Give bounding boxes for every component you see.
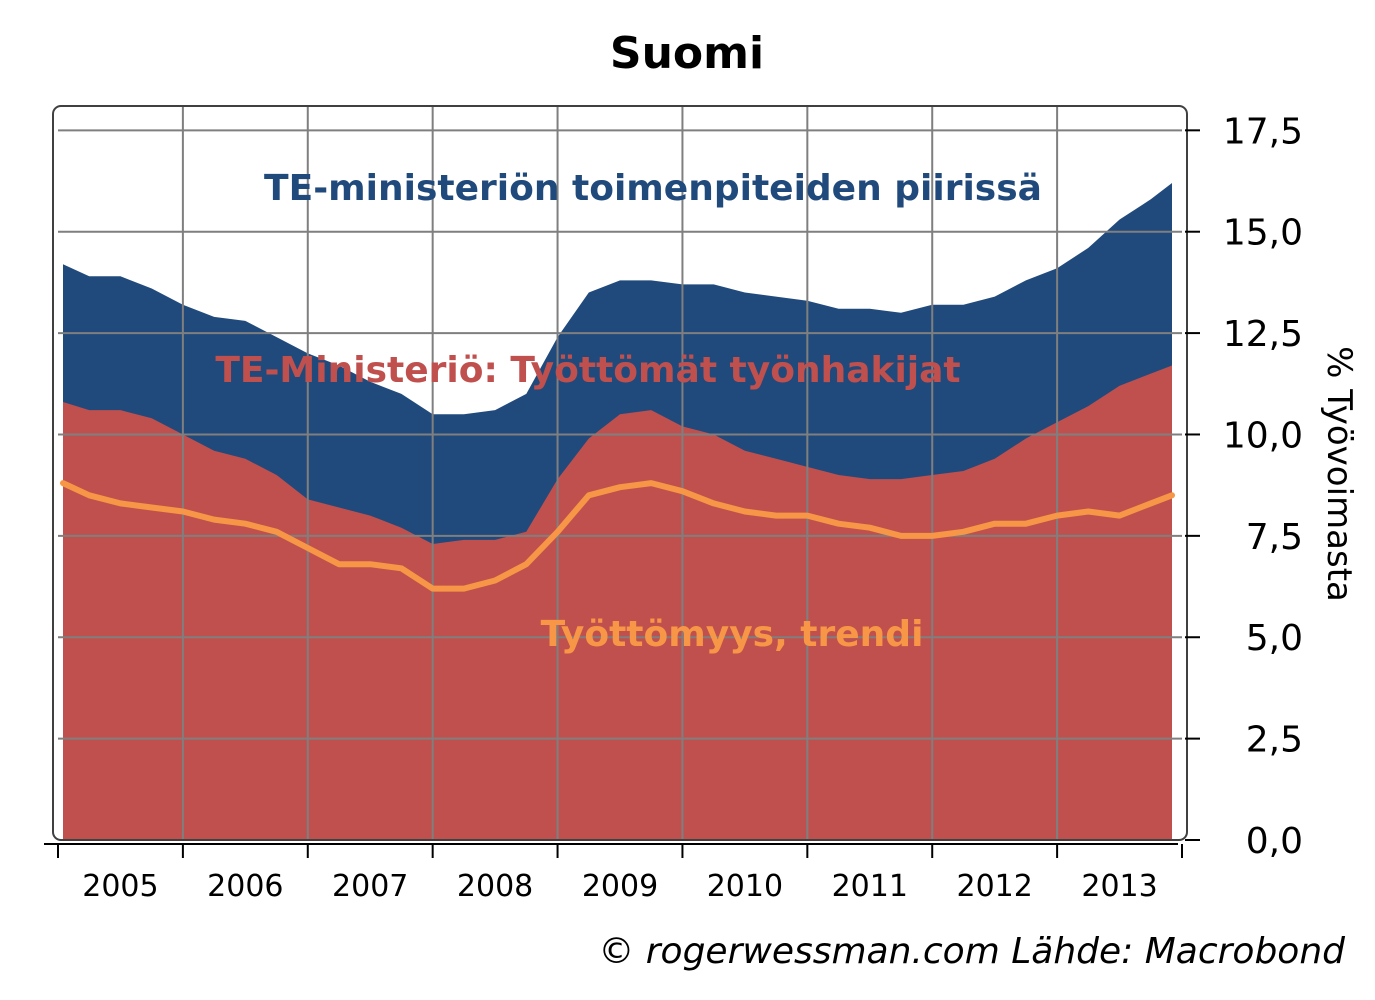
series-label-te-unemployed: TE-Ministeriö: Työttömät työnhakijat bbox=[215, 350, 960, 391]
y-tick-label: 12,5 bbox=[1223, 314, 1303, 355]
trend-line-layer bbox=[60, 480, 1175, 592]
area-te-unemployed bbox=[63, 365, 1172, 840]
y-tick-label: 5,0 bbox=[1246, 618, 1303, 659]
y-tick-label: 10,0 bbox=[1223, 415, 1303, 456]
chart-title: Suomi bbox=[610, 28, 764, 79]
plot-border bbox=[52, 105, 1188, 841]
series-label-trend: Työttömyys, trendi bbox=[541, 614, 924, 655]
series-areas bbox=[63, 183, 1172, 840]
x-tick-label: 2012 bbox=[956, 869, 1032, 904]
y-tick-label: 7,5 bbox=[1246, 517, 1303, 558]
x-tick-label: 2007 bbox=[332, 869, 408, 904]
grid-lines bbox=[58, 106, 1182, 840]
x-tick-label: 2009 bbox=[582, 869, 658, 904]
y-axis-label: % Työvoimasta bbox=[1319, 346, 1359, 602]
source-note: © rogerwessman.com Lähde: Macrobond bbox=[598, 931, 1346, 972]
x-tick-label: 2013 bbox=[1081, 869, 1157, 904]
x-tick-label: 2011 bbox=[832, 869, 908, 904]
trend-line bbox=[60, 480, 1175, 592]
x-tick-label: 2006 bbox=[207, 869, 283, 904]
y-tick-label: 15,0 bbox=[1223, 213, 1303, 254]
plot-frame bbox=[52, 105, 1188, 841]
y-axis: 0,0 2,5 5,0 7,5 10,0 12,5 15,0 17,5 bbox=[1185, 111, 1303, 862]
y-tick-label: 17,5 bbox=[1223, 111, 1303, 152]
y-tick-label: 0,0 bbox=[1246, 821, 1303, 862]
x-axis: 2005 2006 2007 2008 2009 2010 2011 2012 2013 bbox=[44, 843, 1183, 904]
x-tick-label: 2010 bbox=[707, 869, 783, 904]
series-label-te-measures: TE-ministeriön toimenpiteiden piirissä bbox=[264, 168, 1042, 209]
x-tick-label: 2008 bbox=[457, 869, 533, 904]
x-tick-label: 2005 bbox=[82, 869, 158, 904]
y-tick-label: 2,5 bbox=[1246, 720, 1303, 761]
